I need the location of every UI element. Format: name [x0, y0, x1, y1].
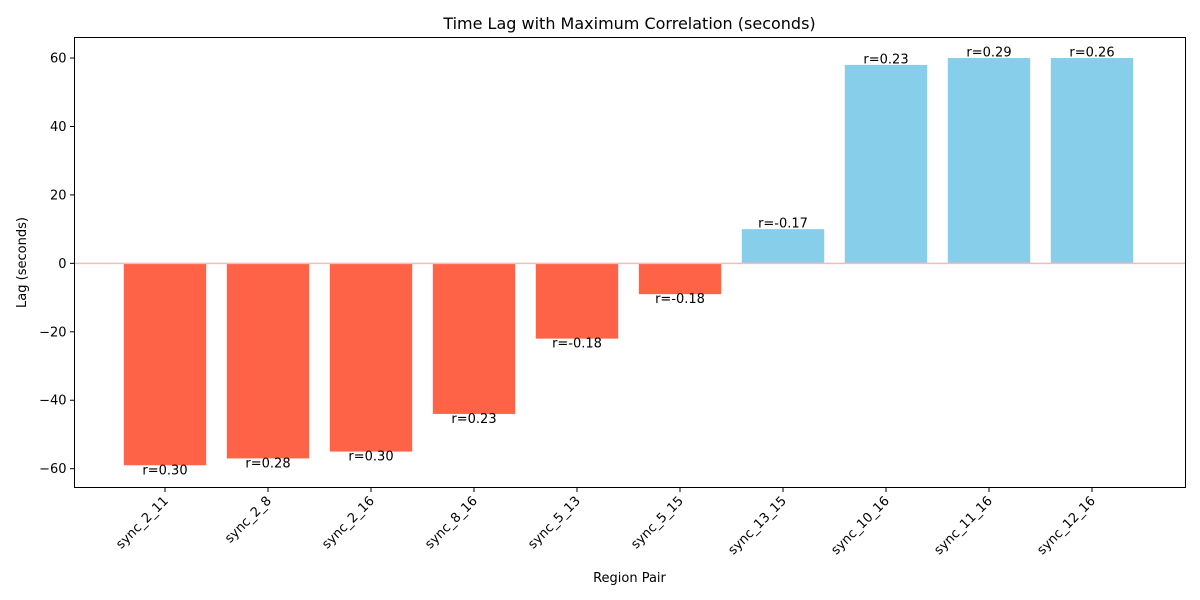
y-tick-label: 60 [50, 52, 67, 67]
bar-annotation: r=0.30 [348, 450, 393, 465]
bar-sync-12-16 [1050, 58, 1134, 264]
y-tick-label: 40 [50, 120, 67, 135]
x-tick-label: sync_5_15 [628, 494, 686, 552]
bar-sync-10-16 [844, 64, 928, 264]
x-axis-label: Region Pair [593, 571, 666, 586]
chart-title: Time Lag with Maximum Correlation (secon… [442, 14, 815, 33]
bar-sync-2-16 [329, 263, 413, 452]
bar-sync-8-16 [432, 263, 516, 414]
plot-frame [74, 37, 1186, 488]
x-tick-label: sync_10_16 [829, 494, 893, 558]
bar-sync-2-8 [226, 263, 310, 459]
plot-area: r=0.30 sync_2_11 r=0.28 sync_2_8 r=0.30 sync_… [39, 46, 1186, 558]
bar-sync-11-16 [947, 58, 1031, 264]
y-tick-label: 0 [58, 257, 66, 272]
bar-annotation: r=0.23 [863, 52, 908, 67]
bar-sync-5-13 [535, 263, 619, 339]
y-tick-label: 20 [50, 188, 67, 203]
bar-annotation: r=-0.18 [655, 292, 705, 307]
x-tick-label: sync_5_13 [525, 494, 583, 552]
bar-sync-13-15 [741, 229, 825, 264]
bar-annotation: r=-0.18 [552, 337, 602, 352]
y-tick-label: −60 [39, 462, 66, 477]
x-tick-label: sync_2_11 [113, 494, 171, 552]
x-tick-label: sync_13_15 [726, 494, 790, 558]
bar-annotation: r=0.26 [1069, 46, 1114, 61]
x-tick-label: sync_12_16 [1035, 494, 1099, 558]
bar-annotation: r=0.30 [142, 463, 187, 478]
bar-annotation: r=0.23 [451, 412, 496, 427]
x-tick-label: sync_11_16 [932, 494, 996, 558]
bar-sync-5-15 [638, 263, 722, 295]
bar-sync-2-11 [123, 263, 207, 466]
y-axis-label: Lag (seconds) [15, 217, 30, 308]
bar-annotation: r=-0.17 [758, 217, 808, 232]
x-tick-label: sync_2_16 [319, 494, 377, 552]
bar-annotation: r=0.29 [966, 46, 1011, 61]
x-tick-label: sync_8_16 [422, 494, 480, 552]
x-tick-label: sync_2_8 [222, 494, 275, 547]
y-tick-label: −40 [39, 394, 66, 409]
bar-annotation: r=0.28 [245, 456, 290, 471]
y-tick-label: −20 [39, 325, 66, 340]
